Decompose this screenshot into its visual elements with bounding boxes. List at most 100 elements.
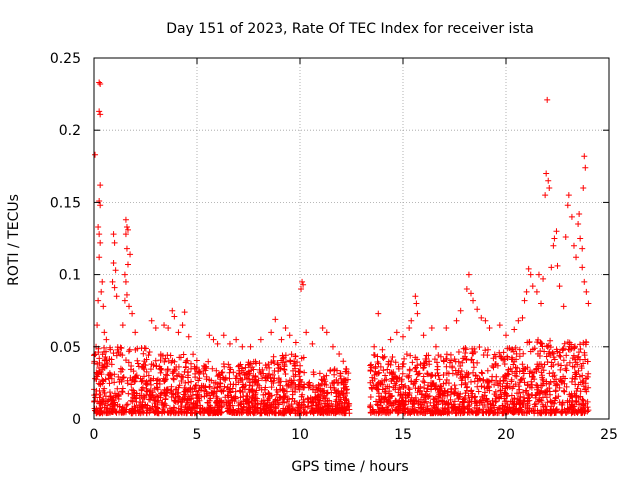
data-point-band xyxy=(153,393,160,400)
data-point-band xyxy=(441,387,448,394)
data-point xyxy=(96,254,103,261)
data-point-band xyxy=(400,360,407,367)
data-point-band xyxy=(316,370,323,377)
data-point-band xyxy=(389,354,396,361)
data-point-band xyxy=(318,376,325,383)
data-point xyxy=(124,261,131,268)
data-point-band xyxy=(161,378,168,385)
data-point-band xyxy=(390,369,397,376)
data-point-band xyxy=(132,374,139,381)
data-point-band xyxy=(584,358,591,365)
data-point-band xyxy=(178,403,185,410)
data-point xyxy=(379,346,386,353)
data-point-band xyxy=(434,366,441,373)
data-point-band xyxy=(114,344,121,351)
data-point-band xyxy=(531,401,538,408)
data-point-band xyxy=(94,371,101,378)
data-point-band xyxy=(424,370,431,377)
data-point xyxy=(465,271,472,278)
data-point-band xyxy=(281,394,288,401)
data-point-band xyxy=(425,382,432,389)
data-point-band xyxy=(239,407,246,414)
data-point-band xyxy=(548,363,555,370)
data-point-band xyxy=(564,408,571,415)
data-point-band xyxy=(259,375,266,382)
data-point-band xyxy=(502,385,509,392)
data-point-band xyxy=(140,350,147,357)
data-point-band xyxy=(130,368,137,375)
data-point-band xyxy=(538,397,545,404)
data-point-band xyxy=(499,383,506,390)
x-axis-label: GPS time / hours xyxy=(291,459,408,475)
data-point xyxy=(122,231,129,238)
data-point-band xyxy=(539,401,546,408)
data-point-band xyxy=(480,351,487,358)
data-point-band xyxy=(539,343,546,350)
data-point-band xyxy=(442,401,449,408)
data-point-band xyxy=(549,349,556,356)
data-point-band xyxy=(111,379,118,386)
data-point-band xyxy=(570,403,577,410)
data-point-band xyxy=(327,368,334,375)
data-point-band xyxy=(153,407,160,414)
data-point-band xyxy=(239,410,246,417)
data-point-band xyxy=(280,393,287,400)
data-point xyxy=(443,325,450,332)
data-point-band xyxy=(399,400,406,407)
data-point-band xyxy=(372,365,379,372)
data-point xyxy=(583,288,590,295)
data-point-band xyxy=(370,382,377,389)
data-point-band xyxy=(319,404,326,411)
data-point-band xyxy=(119,385,126,392)
data-point-band xyxy=(109,397,116,404)
data-point-band xyxy=(476,375,483,382)
data-point-band xyxy=(203,388,210,395)
data-point xyxy=(375,310,382,317)
data-point-band xyxy=(128,363,135,370)
data-point-band xyxy=(558,408,565,415)
data-point-band xyxy=(556,384,563,391)
data-point xyxy=(550,242,557,249)
data-point-band xyxy=(479,370,486,377)
data-point-band xyxy=(399,406,406,413)
data-point-band xyxy=(385,403,392,410)
data-point-band xyxy=(216,399,223,406)
data-point-band xyxy=(173,372,180,379)
data-point xyxy=(525,265,532,272)
data-point-band xyxy=(176,394,183,401)
data-point-band xyxy=(578,365,585,372)
data-point-band xyxy=(516,353,523,360)
data-point-band xyxy=(317,382,324,389)
data-point-band xyxy=(289,391,296,398)
data-point-band xyxy=(194,402,201,409)
data-point-band xyxy=(480,406,487,413)
data-point xyxy=(565,192,572,199)
data-point xyxy=(99,278,106,285)
data-point-band xyxy=(367,368,374,375)
data-point-band xyxy=(375,370,382,377)
data-point-band xyxy=(271,375,278,382)
data-point xyxy=(482,317,489,324)
data-point-band xyxy=(147,381,154,388)
data-point-band xyxy=(476,343,483,350)
data-point-band xyxy=(292,385,299,392)
data-point xyxy=(581,153,588,160)
data-point-band xyxy=(515,383,522,390)
data-point-band xyxy=(219,403,226,410)
data-point-band xyxy=(494,410,501,417)
data-point-band xyxy=(435,393,442,400)
data-point-band xyxy=(398,376,405,383)
data-point-band xyxy=(544,359,551,366)
data-point-band xyxy=(160,408,167,415)
data-point-band xyxy=(400,384,407,391)
data-point-band xyxy=(449,363,456,370)
data-point xyxy=(100,303,107,310)
data-point-band xyxy=(146,349,153,356)
data-point-band xyxy=(546,388,553,395)
data-point xyxy=(247,343,254,350)
data-point-band xyxy=(374,359,381,366)
data-point-band xyxy=(460,345,467,352)
data-point-band xyxy=(153,384,160,391)
data-point-band xyxy=(196,375,203,382)
data-point-band xyxy=(316,393,323,400)
